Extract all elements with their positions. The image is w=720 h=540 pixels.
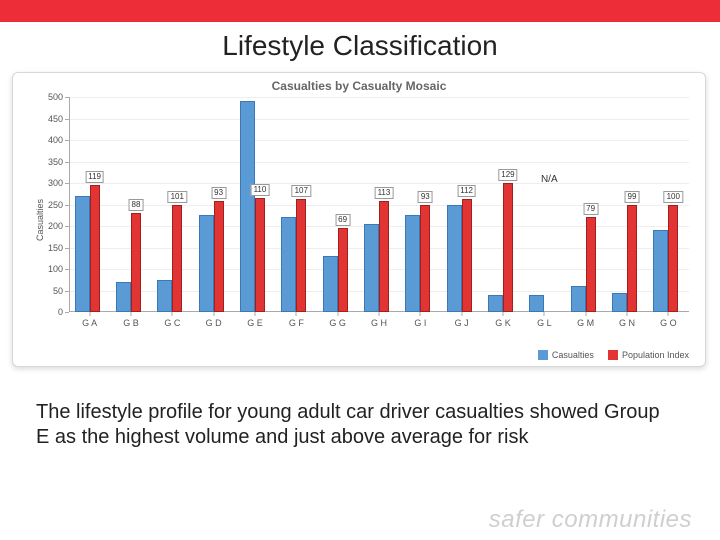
bar-casualties <box>529 295 544 312</box>
bar-population-index <box>255 198 265 312</box>
marker-label: 101 <box>168 191 187 203</box>
legend-swatch-population <box>608 350 618 360</box>
legend-label-casualties: Casualties <box>552 350 594 360</box>
grid-line <box>69 162 689 163</box>
marker-label: 100 <box>664 191 683 203</box>
x-tick-label: G F <box>289 318 304 328</box>
bar-population-index <box>338 228 348 312</box>
y-tick-label: 0 <box>33 307 63 317</box>
bar-casualties <box>281 217 296 312</box>
bar-casualties <box>364 224 379 312</box>
brand-footer: safer communities <box>489 506 692 534</box>
chart-title: Casualties by Casualty Mosaic <box>13 73 705 93</box>
bar-population-index <box>296 199 306 312</box>
grid-line <box>69 119 689 120</box>
grid-line <box>69 140 689 141</box>
bar-casualties <box>116 282 131 312</box>
x-tick-label: G G <box>329 318 346 328</box>
x-tick-label: G L <box>537 318 552 328</box>
bar-population-index <box>503 183 513 312</box>
bar-casualties <box>323 256 338 312</box>
bar-casualties <box>488 295 503 312</box>
chart-legend: Casualties Population Index <box>69 350 689 360</box>
y-tick-label: 150 <box>33 243 63 253</box>
bar-population-index <box>379 201 389 312</box>
chart-card: Casualties by Casualty Mosaic Casualties… <box>12 72 706 367</box>
y-tick-label: 100 <box>33 264 63 274</box>
x-tick-label: G I <box>414 318 426 328</box>
x-tick-label: G E <box>247 318 263 328</box>
marker-label: 79 <box>583 203 598 215</box>
x-tick-label: G N <box>619 318 635 328</box>
marker-label: 113 <box>375 187 394 199</box>
y-tick-label: 50 <box>33 286 63 296</box>
slide-caption: The lifestyle profile for young adult ca… <box>36 400 676 450</box>
bar-population-index <box>214 201 224 312</box>
y-tick-label: 200 <box>33 221 63 231</box>
x-tick-label: G A <box>82 318 97 328</box>
bar-population-index <box>586 217 596 312</box>
chart-plot-area: 050100150200250300350400450500G A119G B8… <box>69 97 689 312</box>
x-tick-label: G O <box>660 318 677 328</box>
bar-casualties <box>653 230 668 312</box>
bar-casualties <box>240 101 255 312</box>
marker-label: 129 <box>498 169 517 181</box>
bar-casualties <box>157 280 172 312</box>
marker-label: 69 <box>335 214 350 226</box>
grid-line <box>69 183 689 184</box>
y-tick-label: 300 <box>33 178 63 188</box>
marker-label: 119 <box>85 171 104 183</box>
bar-casualties <box>447 205 462 313</box>
bar-population-index <box>420 205 430 313</box>
marker-label: 110 <box>251 184 270 196</box>
bar-population-index <box>627 205 637 312</box>
marker-na: N/A <box>541 174 558 185</box>
marker-label: 93 <box>211 187 226 199</box>
marker-label: 112 <box>457 185 476 197</box>
bar-casualties <box>405 215 420 312</box>
x-tick-label: G K <box>495 318 511 328</box>
legend-swatch-casualties <box>538 350 548 360</box>
marker-label: 93 <box>418 191 433 203</box>
bar-casualties <box>571 286 586 312</box>
y-tick-label: 400 <box>33 135 63 145</box>
y-tick-label: 500 <box>33 92 63 102</box>
y-tick-label: 450 <box>33 114 63 124</box>
bar-population-index <box>172 205 182 313</box>
marker-label: 107 <box>292 185 311 197</box>
marker-label: 99 <box>625 191 640 203</box>
y-tick-label: 250 <box>33 200 63 210</box>
x-tick-label: G B <box>123 318 139 328</box>
accent-bar <box>0 0 720 22</box>
x-tick-label: G H <box>371 318 387 328</box>
legend-item-population: Population Index <box>608 350 689 360</box>
bar-population-index <box>90 185 100 312</box>
bar-population-index <box>462 199 472 312</box>
legend-item-casualties: Casualties <box>538 350 594 360</box>
bar-population-index <box>668 205 678 313</box>
x-tick-label: G J <box>455 318 469 328</box>
slide-title: Lifestyle Classification <box>0 30 720 62</box>
y-tick-label: 350 <box>33 157 63 167</box>
grid-line <box>69 97 689 98</box>
bar-population-index <box>131 213 141 312</box>
bar-casualties <box>75 196 90 312</box>
x-tick-label: G D <box>206 318 222 328</box>
legend-label-population: Population Index <box>622 350 689 360</box>
bar-casualties <box>612 293 627 312</box>
marker-label: 88 <box>129 199 144 211</box>
x-tick-label: G C <box>164 318 180 328</box>
bar-casualties <box>199 215 214 312</box>
x-tick-label: G M <box>577 318 594 328</box>
